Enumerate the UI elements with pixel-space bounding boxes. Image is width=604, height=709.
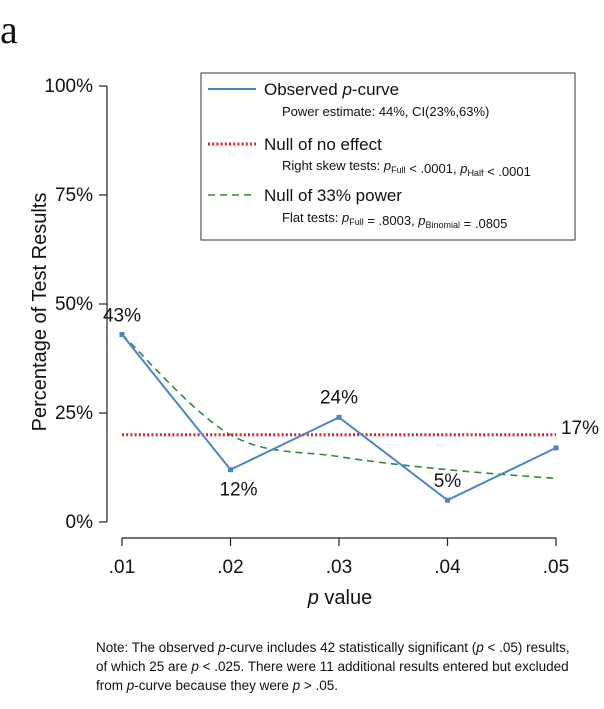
x-tick-label: .05	[543, 557, 569, 578]
point-label: 17%	[561, 418, 599, 439]
series-layer	[119, 332, 559, 503]
observed-point	[228, 467, 233, 473]
legend-sublabel: Power estimate: 44%, CI(23%,63%)	[282, 104, 489, 119]
point-labels: 43% 12% 24% 5% 17%	[103, 306, 599, 501]
chart-note: Note: The observed p-curve includes 42 s…	[96, 640, 570, 693]
x-tick-label: .01	[109, 557, 135, 578]
axes: 0% 25% 50% 75% 100% .01 .02 .03 .04 .05 p value Per…	[29, 76, 569, 609]
y-tick-label: 0%	[66, 512, 94, 533]
legend-label: Null of 33% power	[264, 186, 402, 205]
y-axis-title: Percentage of Test Results	[29, 193, 51, 432]
observed-point	[553, 445, 559, 451]
observed-point	[445, 497, 450, 503]
y-tick-label: 100%	[44, 76, 93, 97]
legend-sublabel: Flat tests: pFull = .8003, pBinomial = .…	[282, 210, 507, 231]
legend-box	[200, 72, 576, 241]
legend-label: Observed p-curve	[264, 80, 399, 99]
x-tick-label: .02	[217, 557, 243, 578]
legend-label: Null of no effect	[264, 135, 382, 154]
x-tick-label: .03	[326, 557, 352, 578]
y-tick-label: 75%	[55, 185, 93, 206]
series-null-33-power	[121, 333, 557, 480]
x-axis-title: p value	[307, 587, 373, 609]
x-tick-label: .04	[434, 557, 461, 578]
legend-sublabel: Right skew tests: pFull < .0001, pHalf <…	[282, 158, 531, 179]
point-label: 24%	[320, 387, 358, 408]
point-label: 12%	[219, 480, 257, 501]
panel-label: a	[0, 7, 18, 52]
y-tick-label: 50%	[55, 294, 93, 315]
legend: Observed p-curve Power estimate: 44%, CI(…	[200, 72, 576, 241]
observed-point	[119, 332, 125, 338]
point-label: 5%	[434, 471, 462, 492]
point-label: 43%	[103, 306, 141, 327]
observed-point	[336, 414, 342, 420]
y-tick-label: 25%	[55, 403, 93, 424]
p-curve-chart: 0% 25% 50% 75% 100% .01 .02 .03 .04 .05 p value Per…	[29, 72, 599, 609]
